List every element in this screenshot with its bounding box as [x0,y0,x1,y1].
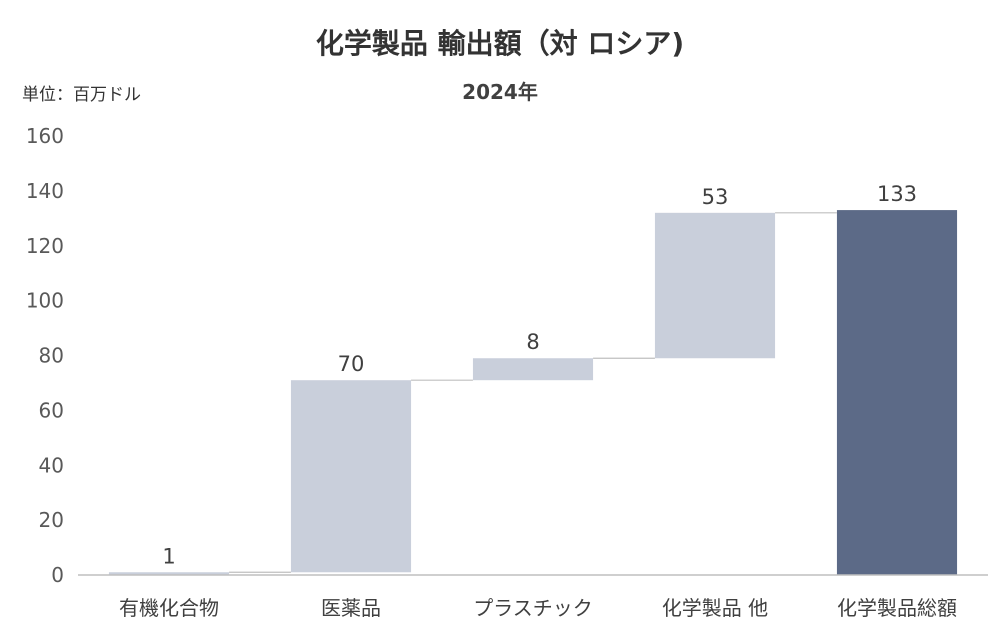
data-label: 8 [526,330,539,354]
increment-bar [654,212,776,359]
y-tick-label: 140 [26,179,64,203]
category-label: 有機化合物 [119,596,219,620]
increment-bar [290,380,412,573]
increment-bar [472,358,594,381]
category-label: 医薬品 [321,596,381,620]
y-tick-label: 80 [39,344,64,368]
data-label: 53 [702,185,729,209]
y-tick-label: 160 [26,124,64,148]
y-tick-label: 0 [51,563,64,587]
data-label: 133 [877,182,917,206]
data-label: 70 [338,352,365,376]
category-label: 化学製品総額 [837,596,957,620]
y-tick-label: 40 [39,453,64,477]
category-label: 化学製品 他 [662,596,768,620]
increment-bar [108,572,230,575]
data-label: 1 [162,544,175,568]
category-label: プラスチック [473,596,593,620]
chart-title: 化学製品 輸出額（対 ロシア) [315,27,685,60]
y-tick-label: 100 [26,289,64,313]
y-tick-label: 120 [26,234,64,258]
chart-subtitle: 2024年 [462,80,538,104]
unit-label: 単位：百万ドル [22,85,141,105]
y-tick-label: 60 [39,398,64,422]
total-bar [836,210,958,576]
y-tick-label: 20 [39,508,64,532]
